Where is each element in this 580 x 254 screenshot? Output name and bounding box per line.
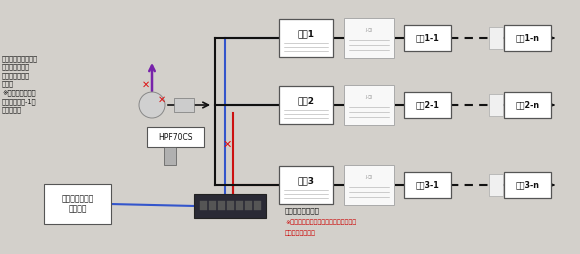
FancyBboxPatch shape [504,172,551,198]
Text: 設定が必要です。: 設定が必要です。 [285,230,316,236]
FancyBboxPatch shape [227,200,234,210]
FancyBboxPatch shape [344,18,394,58]
FancyBboxPatch shape [404,172,451,198]
Text: ✕: ✕ [142,80,150,90]
Text: 子機1-n: 子機1-n [516,34,539,42]
FancyBboxPatch shape [194,194,266,218]
Text: ※親機が接続されるすべてのポートにて: ※親機が接続されるすべてのポートにて [285,219,356,225]
Text: スイッチングハブによる: スイッチングハブによる [285,195,333,202]
Text: ✕: ✕ [158,95,166,105]
FancyBboxPatch shape [344,85,394,125]
FancyBboxPatch shape [164,147,176,165]
FancyBboxPatch shape [489,94,503,116]
Text: 親機間通信の制限: 親機間通信の制限 [285,207,320,214]
Text: HPF70CS: HPF70CS [158,133,193,141]
Text: 子機2-1: 子機2-1 [415,101,440,109]
FancyBboxPatch shape [253,200,260,210]
Text: 親機2: 親機2 [298,96,314,105]
Text: ハイパスフィルター
による、系統間
高周波信号遮波
の遮断
※ハイパスフィル
ターは系統数-1台
使用します: ハイパスフィルター による、系統間 高周波信号遮波 の遮断 ※ハイパスフィル タ… [2,55,38,113]
FancyBboxPatch shape [200,200,206,210]
FancyBboxPatch shape [404,92,451,118]
Text: 子機1-1: 子機1-1 [416,34,440,42]
FancyBboxPatch shape [44,184,111,224]
FancyBboxPatch shape [147,127,204,147]
Text: JL　J: JL J [365,96,372,99]
FancyBboxPatch shape [404,25,451,51]
FancyBboxPatch shape [279,86,333,124]
Circle shape [139,92,165,118]
Text: JL　J: JL J [365,176,372,179]
Text: 親機1: 親機1 [298,29,314,38]
FancyBboxPatch shape [218,200,224,210]
Text: 子機2-n: 子機2-n [516,101,539,109]
FancyBboxPatch shape [279,166,333,204]
FancyBboxPatch shape [504,25,551,51]
FancyBboxPatch shape [245,200,252,210]
FancyBboxPatch shape [344,165,394,205]
FancyBboxPatch shape [504,92,551,118]
Text: ✕: ✕ [222,140,231,150]
FancyBboxPatch shape [489,27,503,49]
Text: 子機3-1: 子機3-1 [416,181,440,189]
FancyBboxPatch shape [174,98,194,112]
Text: JL　J: JL J [365,28,372,33]
FancyBboxPatch shape [235,200,242,210]
Text: 子機3-n: 子機3-n [516,181,539,189]
FancyBboxPatch shape [279,19,333,57]
FancyBboxPatch shape [489,174,503,196]
Text: 親機3: 親機3 [298,176,314,185]
FancyBboxPatch shape [208,200,216,210]
Text: インターネット
ルーター: インターネット ルーター [61,194,94,214]
